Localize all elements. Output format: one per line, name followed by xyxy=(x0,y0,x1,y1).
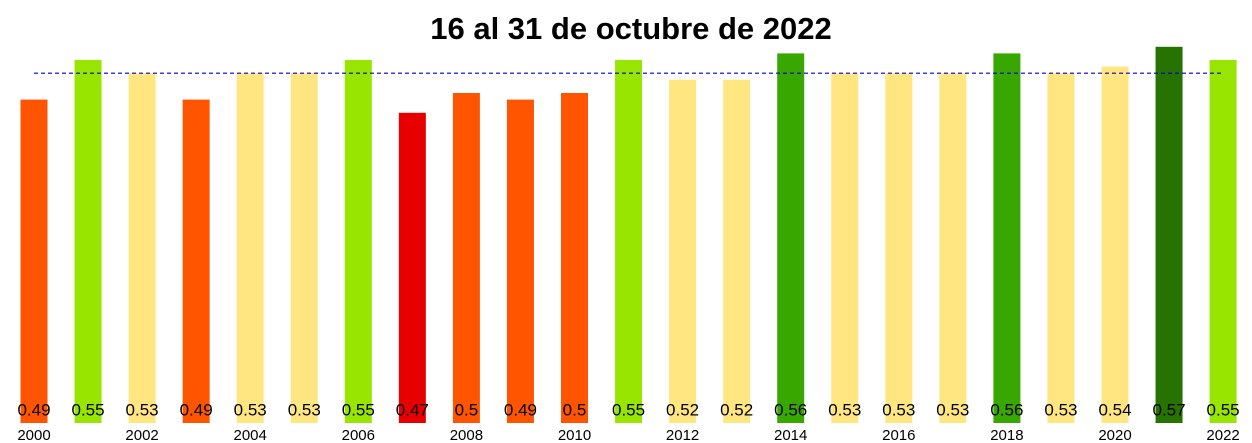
x-tick-label: 2008 xyxy=(450,427,483,443)
bar xyxy=(506,99,534,423)
value-label: 0.52 xyxy=(720,400,753,419)
value-label: 0.55 xyxy=(612,400,645,419)
bar xyxy=(561,93,588,423)
value-label: 0.53 xyxy=(126,400,159,419)
bar xyxy=(182,99,210,423)
value-label: 0.53 xyxy=(234,400,267,419)
value-label: 0.55 xyxy=(72,400,105,419)
value-label: 0.52 xyxy=(666,400,699,419)
bar xyxy=(1155,46,1183,424)
bar xyxy=(669,79,697,424)
bar xyxy=(74,60,102,423)
bar xyxy=(290,73,318,423)
value-label: 0.5 xyxy=(563,400,587,419)
value-label: 0.57 xyxy=(1153,400,1186,419)
x-tick-label: 2014 xyxy=(774,427,807,443)
x-tick-label: 2006 xyxy=(342,427,375,443)
value-label: 0.47 xyxy=(396,400,429,419)
value-label: 0.55 xyxy=(1207,400,1240,419)
x-tick-label: 2020 xyxy=(1098,427,1131,443)
x-tick-label: 2012 xyxy=(666,427,699,443)
bar xyxy=(723,79,751,424)
x-tick-label: 2016 xyxy=(882,427,915,443)
x-tick-label: 2004 xyxy=(234,427,267,443)
x-tick-label: 2018 xyxy=(990,427,1023,443)
bar xyxy=(615,60,643,423)
value-label: 0.53 xyxy=(936,400,969,419)
value-label: 0.49 xyxy=(504,400,537,419)
value-label: 0.53 xyxy=(882,400,915,419)
value-label: 0.5 xyxy=(455,400,479,419)
value-label: 0.56 xyxy=(990,400,1023,419)
bar xyxy=(831,73,859,423)
value-label: 0.54 xyxy=(1098,400,1131,419)
bar xyxy=(344,60,372,423)
bar xyxy=(993,53,1021,424)
value-label: 0.53 xyxy=(828,400,861,419)
x-tick-label: 2002 xyxy=(125,427,158,443)
bar xyxy=(1047,73,1075,423)
bar xyxy=(452,93,480,423)
x-tick-label: 2022 xyxy=(1206,427,1239,443)
bar xyxy=(1209,60,1237,423)
bar xyxy=(939,73,967,423)
value-label: 0.49 xyxy=(17,400,50,419)
bar xyxy=(777,53,805,424)
bar xyxy=(398,112,426,424)
value-label: 0.53 xyxy=(1044,400,1077,419)
bar xyxy=(1101,66,1129,423)
bar xyxy=(236,73,264,423)
x-tick-label: 2000 xyxy=(17,427,50,443)
value-label: 0.55 xyxy=(342,400,375,419)
bar xyxy=(20,99,48,423)
value-label: 0.53 xyxy=(288,400,321,419)
bar xyxy=(885,73,913,423)
value-label: 0.49 xyxy=(180,400,213,419)
value-label: 0.56 xyxy=(774,400,807,419)
bar xyxy=(128,73,156,423)
chart-title: 16 al 31 de octubre de 2022 xyxy=(430,11,832,46)
x-tick-label: 2010 xyxy=(558,427,591,443)
